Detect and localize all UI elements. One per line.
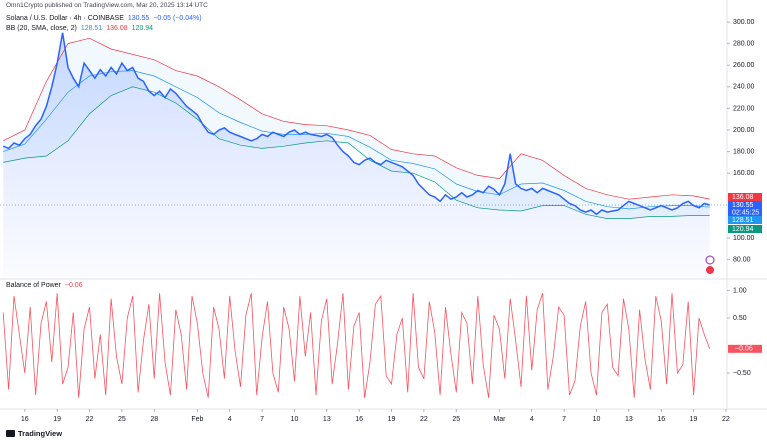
band-fill [3, 38, 710, 219]
y-tick-label: 1.00 [733, 287, 747, 294]
price-box-label: 120.94 [732, 226, 754, 233]
y-tick-label: 160.00 [733, 170, 755, 177]
x-tick-label: 13 [323, 416, 331, 423]
legend: Solana / U.S. Dollar · 4h · COINBASE 130.… [6, 15, 206, 22]
x-tick-label: 25 [452, 416, 460, 423]
x-tick-label: 7 [562, 416, 566, 423]
y-tick-label: 180.00 [733, 148, 755, 155]
bop-title: Balance of Power [6, 282, 61, 289]
x-tick-label: 16 [657, 416, 665, 423]
price-box-label: 128.51 [732, 217, 754, 224]
countdown-box [728, 209, 762, 216]
x-tick-label: 13 [625, 416, 633, 423]
author-line: Omn1Crypto published on TradingView.com,… [6, 2, 208, 9]
x-tick-label: 7 [260, 416, 264, 423]
band-line [3, 86, 710, 219]
y-tick-label: 100.00 [733, 235, 755, 242]
bop-current: −0.06 [64, 282, 83, 289]
bb-basis: 128.51 [80, 25, 103, 32]
x-tick-label: Mar [493, 416, 506, 423]
bb-upper: 136.08 [106, 25, 128, 32]
y-tick-label: 280.00 [733, 40, 755, 47]
value-box [728, 344, 762, 353]
y-tick-label: 220.00 [733, 105, 755, 112]
y-tick-label: 200.00 [733, 127, 755, 134]
price-line [2, 32, 710, 216]
last-price: 130.55 [127, 15, 150, 22]
price-box [728, 193, 762, 201]
x-tick-label: 22 [722, 416, 730, 423]
x-tick-label: 22 [86, 416, 94, 423]
band-line [3, 37, 710, 200]
symbol-title: Solana / U.S. Dollar · 4h · COINBASE [6, 15, 124, 22]
bop-legend: Balance of Power −0.06 [6, 282, 87, 289]
x-tick-label: 16 [355, 416, 363, 423]
y-tick-label: 80.00 [733, 256, 751, 263]
x-tick-label: 4 [228, 416, 232, 423]
x-tick-label: 10 [291, 416, 299, 423]
x-tick-label: 25 [118, 416, 126, 423]
bb-lower: 120.94 [131, 25, 154, 32]
price-box-label: 130.55 [732, 202, 754, 209]
x-tick-label: 4 [530, 416, 534, 423]
x-tick-label: 28 [150, 416, 158, 423]
indicator-title: BB (20, SMA, close, 2) [6, 25, 77, 32]
x-tick-label: Feb [191, 416, 203, 423]
price-box [728, 201, 762, 209]
price-change: −0.05 (−0.04%) [153, 15, 202, 22]
y-tick-label: 240.00 [733, 84, 755, 91]
brand-name: TradingView [18, 429, 62, 438]
y-tick-label: −0.50 [733, 370, 751, 377]
brand-logo [6, 430, 15, 437]
y-tick-label: 0.50 [733, 315, 747, 322]
price-box [728, 216, 762, 224]
price-box-label: 136.08 [732, 194, 754, 201]
price-box [728, 225, 762, 233]
price-area [3, 32, 710, 278]
x-tick-label: 19 [53, 416, 61, 423]
x-tick-label: 10 [593, 416, 601, 423]
x-tick-label: 19 [388, 416, 396, 423]
indicator-legend: BB (20, SMA, close, 2) 128.51 136.08 120.94 [6, 25, 157, 32]
y-tick-label: 300.00 [733, 19, 755, 26]
y-tick-label: 260.00 [733, 62, 755, 69]
value-box-label: −0.06 [735, 346, 753, 353]
indicator-line [2, 293, 711, 398]
x-tick-label: 19 [690, 416, 698, 423]
band-line [3, 70, 710, 210]
countdown: 02:45:25 [732, 209, 759, 216]
x-tick-label: 16 [21, 416, 29, 423]
x-tick-label: 22 [420, 416, 428, 423]
